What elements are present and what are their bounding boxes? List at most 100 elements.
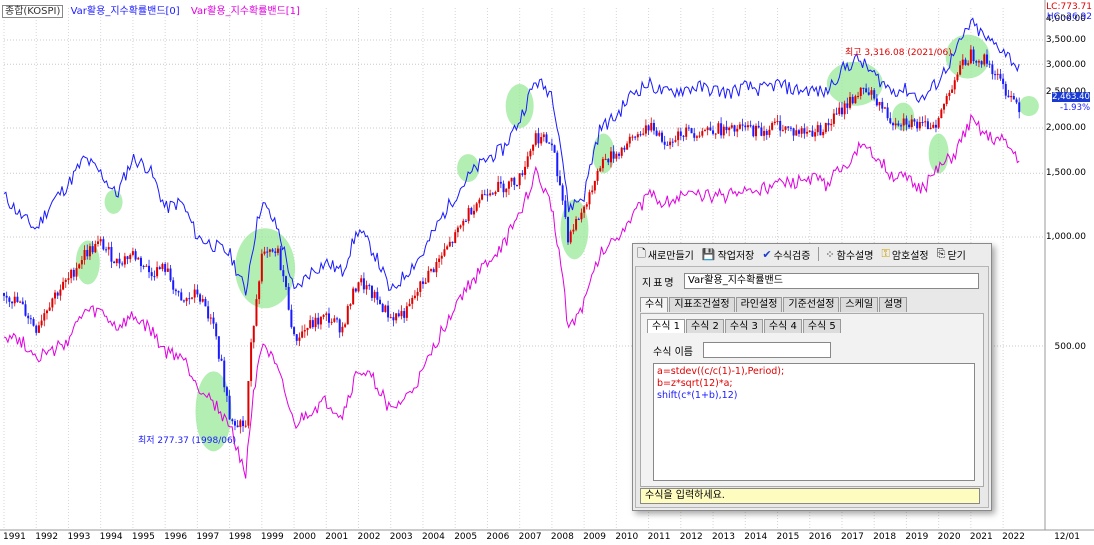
candle-body xyxy=(795,130,798,136)
candle-body xyxy=(250,342,253,382)
x-tick-label: 2014 xyxy=(744,532,768,542)
subtab-formula-1[interactable]: 수식 1 xyxy=(647,319,685,333)
candle-body xyxy=(373,291,376,298)
candle-body xyxy=(48,307,51,311)
candle-body xyxy=(177,291,180,293)
candle-body xyxy=(765,130,768,135)
tab-line[interactable]: 라인설정 xyxy=(735,297,783,312)
candle-body xyxy=(40,320,43,326)
candle-body xyxy=(438,258,441,263)
candle-body xyxy=(62,281,65,290)
indicator-name-input[interactable]: Var활용_지수확률밴드 xyxy=(684,273,979,289)
x-tick-label: 2017 xyxy=(840,532,864,542)
formula-editor[interactable]: a=stdev((c/c(1)-1),Period); b=z*sqrt(12)… xyxy=(653,363,975,481)
candle-body xyxy=(991,64,994,75)
y-tick-label: 500.00 xyxy=(1054,342,1087,352)
candle-body xyxy=(779,120,782,131)
candle-body xyxy=(185,298,188,302)
indicator-name-label: 지표명 xyxy=(642,277,676,289)
candle-body xyxy=(945,95,948,105)
close-button[interactable]: ⎘ 닫기 xyxy=(936,247,966,262)
candle-body xyxy=(548,142,551,144)
password-button[interactable]: ⚿ 암호설정 xyxy=(881,247,929,262)
candle-body xyxy=(287,286,290,310)
legend-band0[interactable]: Var활용_지수확률밴드[0] xyxy=(70,6,180,17)
function-help-button[interactable]: ⁘ 함수설명 xyxy=(825,247,874,262)
candle-body xyxy=(620,147,623,156)
candle-body xyxy=(886,107,889,119)
tab-baseline[interactable]: 기준선설정 xyxy=(783,297,840,312)
candle-body xyxy=(596,170,599,181)
close-icon: ⎘ xyxy=(936,247,946,260)
toolbar-divider xyxy=(818,247,820,261)
candle-body xyxy=(814,132,817,137)
top-right-readout: LC:773.71 HC:-26.92 xyxy=(1046,2,1092,22)
candle-body xyxy=(618,153,621,156)
candle-body xyxy=(83,249,86,261)
chart-legend: 종합(KOSPI) Var활용_지수확률밴드[0] Var활용_지수확률밴드[1… xyxy=(2,2,300,18)
candle-body xyxy=(746,125,749,128)
candle-body xyxy=(626,143,629,150)
save-button[interactable]: 💾 작업저장 xyxy=(701,247,755,262)
candle-body xyxy=(969,49,972,64)
x-tick-label: 2013 xyxy=(712,532,735,542)
highlight-region xyxy=(457,154,480,183)
verify-button[interactable]: ✔ 수식검증 xyxy=(762,247,811,262)
candle-body xyxy=(467,208,470,222)
candle-body xyxy=(685,127,688,137)
candle-body xyxy=(994,74,997,76)
candle-body xyxy=(440,255,443,259)
tab-formula[interactable]: 수식 xyxy=(640,297,669,312)
candle-body xyxy=(3,293,5,296)
candle-body xyxy=(773,121,776,123)
candle-body xyxy=(956,74,959,81)
candle-body xyxy=(832,113,835,124)
y-tick-label: 2,000.00 xyxy=(1045,123,1086,133)
candle-body xyxy=(918,122,921,129)
candle-body xyxy=(996,73,999,75)
candle-body xyxy=(379,299,382,305)
formula-name-input[interactable] xyxy=(703,342,831,358)
tab-scale[interactable]: 스케일 xyxy=(840,297,879,312)
indicator-editor-dialog: 🗋 새로만들기 💾 작업저장 ✔ 수식검증 ⁘ 함수설명 ⚿ 암호설정 ⎘ 닫기 지표명 V… xyxy=(632,243,992,511)
candle-body xyxy=(859,87,862,96)
candle-body xyxy=(846,103,849,108)
subtab-formula-4[interactable]: 수식 4 xyxy=(763,319,802,333)
candle-body xyxy=(760,127,763,136)
legend-kospi[interactable]: 종합(KOSPI) xyxy=(2,5,64,18)
candle-body xyxy=(54,292,57,299)
new-button[interactable]: 🗋 새로만들기 xyxy=(637,246,694,262)
candle-body xyxy=(569,231,572,243)
x-tick-label: 2021 xyxy=(969,532,993,542)
candle-body xyxy=(491,193,494,195)
x-tick-label: 2009 xyxy=(583,532,607,542)
candle-body xyxy=(392,317,395,321)
tab-condition[interactable]: 지표조건설정 xyxy=(669,297,735,312)
candle-body xyxy=(636,134,639,138)
candle-body xyxy=(153,276,156,278)
candle-body xyxy=(575,218,578,230)
candle-body xyxy=(961,59,964,66)
candle-body xyxy=(301,331,304,338)
candle-body xyxy=(964,59,967,65)
candle-body xyxy=(615,153,618,159)
candle-body xyxy=(717,123,720,134)
subtab-formula-2[interactable]: 수식 2 xyxy=(685,319,724,333)
candle-body xyxy=(430,269,433,271)
candle-body xyxy=(781,129,784,131)
candle-body xyxy=(926,121,929,130)
candle-body xyxy=(728,127,731,131)
legend-band1[interactable]: Var활용_지수확률밴드[1] xyxy=(190,6,300,17)
tab-description[interactable]: 설명 xyxy=(879,297,908,312)
candle-body xyxy=(862,87,865,89)
candle-body xyxy=(878,101,881,106)
subtab-formula-5[interactable]: 수식 5 xyxy=(802,319,841,333)
candle-body xyxy=(11,301,14,304)
subtab-formula-3[interactable]: 수식 3 xyxy=(724,319,763,333)
candle-body xyxy=(830,123,833,126)
candle-body xyxy=(953,80,956,90)
candle-body xyxy=(532,144,535,151)
y-tick-label: 3,500.00 xyxy=(1045,35,1086,45)
